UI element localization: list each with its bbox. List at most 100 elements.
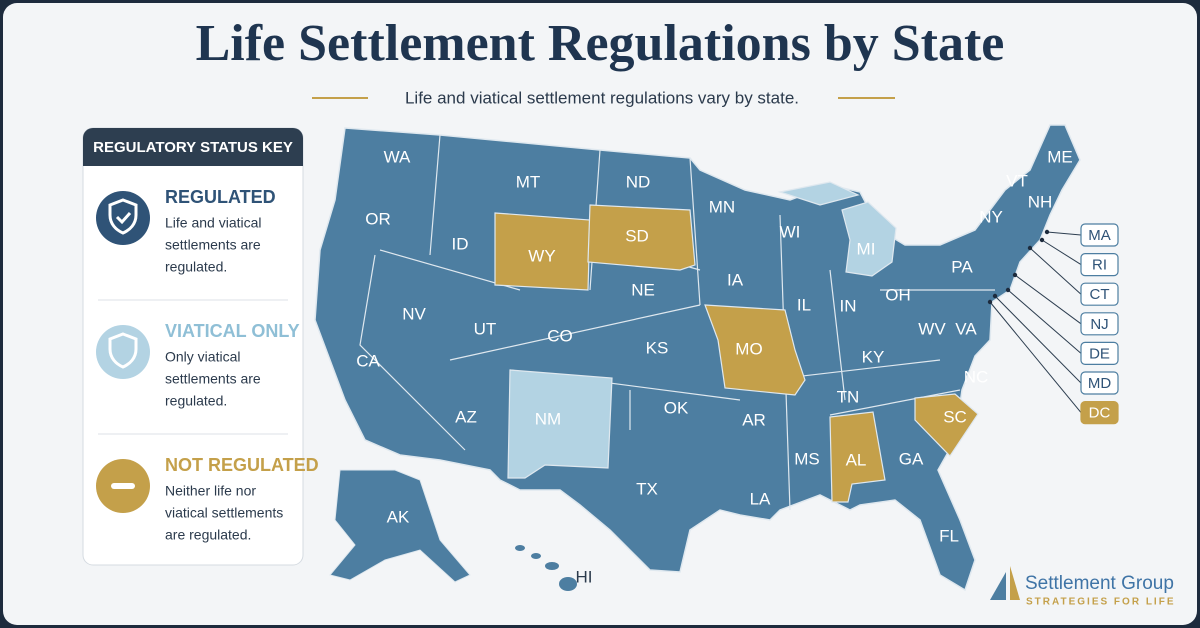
state-label: ID xyxy=(452,234,469,253)
state-label: UT xyxy=(474,319,497,338)
state-label: AR xyxy=(742,410,766,429)
callout-label: MA xyxy=(1088,227,1111,244)
state-label: MS xyxy=(794,449,820,468)
callout-dot xyxy=(992,293,998,299)
state-label: VA xyxy=(955,319,977,338)
legend-icon-shield xyxy=(108,332,138,369)
callout-box xyxy=(1080,223,1119,247)
state-label: NE xyxy=(631,280,655,299)
logo-tagline: STRATEGIES FOR LIFE xyxy=(1026,597,1175,608)
legend-description: viatical settlements xyxy=(165,505,283,521)
state-label: MT xyxy=(516,172,541,191)
state-label: ME xyxy=(1047,147,1073,166)
legend-description: Only viatical xyxy=(165,349,240,365)
state-label: SD xyxy=(625,226,649,245)
state-shape xyxy=(494,212,591,291)
state-label: GA xyxy=(899,449,924,468)
state-label: TN xyxy=(837,387,860,406)
state-label: KY xyxy=(862,347,885,366)
legend-description: regulated. xyxy=(165,259,227,275)
legend-header xyxy=(83,128,303,166)
legend-icon-minus xyxy=(111,483,135,489)
state-shape xyxy=(587,204,696,271)
callout-dot xyxy=(987,299,993,305)
title: Life Settlement Regulations by State xyxy=(196,15,1005,72)
state-label: WY xyxy=(528,246,555,265)
state-shape xyxy=(507,369,613,479)
hawaii-shape xyxy=(545,562,559,570)
callout-dot xyxy=(1027,245,1033,251)
state-label: WA xyxy=(384,147,411,166)
callout-line xyxy=(989,301,1082,413)
legend: REGULATED Life and viatical settlements ar… xyxy=(96,187,319,543)
callout-dot xyxy=(1044,229,1050,235)
state-label: AK xyxy=(387,507,410,526)
callout-label: CT xyxy=(1090,286,1110,303)
state-label: IN xyxy=(840,296,857,315)
state-label: SC xyxy=(943,407,967,426)
state-label: CA xyxy=(356,351,380,370)
state-label: TX xyxy=(636,479,658,498)
callout-line xyxy=(1029,247,1082,295)
logo-name: Settlement Group xyxy=(1025,573,1174,594)
callout-label: RI xyxy=(1092,257,1107,274)
legend-label: NOT REGULATED xyxy=(165,455,319,475)
state-label: NC xyxy=(964,367,989,386)
legend-label: REGULATED xyxy=(165,187,276,207)
legend-description: regulated. xyxy=(165,393,227,409)
callout-line xyxy=(1046,231,1082,236)
state-label: NY xyxy=(979,207,1003,226)
state-label: IA xyxy=(727,270,744,289)
state-label: WV xyxy=(918,319,946,338)
legend-description: settlements are xyxy=(165,237,261,253)
state-label: LA xyxy=(750,489,771,508)
state-label: NH xyxy=(1028,192,1053,211)
callout-dot xyxy=(1005,287,1011,293)
legend-icon-check xyxy=(115,212,132,225)
callout-label: DC xyxy=(1089,405,1111,422)
callouts: MA RI CT NJ DE MD DC xyxy=(987,223,1119,425)
callout-line xyxy=(1014,274,1082,325)
state-shape xyxy=(914,393,979,457)
state-label: HI xyxy=(576,567,593,586)
state-shape xyxy=(777,181,897,277)
state-label: PA xyxy=(951,257,973,276)
callout-line xyxy=(1041,239,1082,266)
alaska-shape xyxy=(329,469,471,583)
legend-description: Neither life nor xyxy=(165,483,256,499)
state-label: CO xyxy=(547,326,573,345)
logo-icon xyxy=(990,572,1006,600)
state-label: OK xyxy=(664,398,689,417)
logo-icon xyxy=(1010,566,1020,600)
map: WA OR CA NV ID MT WY UT CO AZ NM ND SD NE KS OK TX MN IA MO… xyxy=(314,124,1081,592)
state-label: WI xyxy=(780,222,801,241)
state-label: OR xyxy=(365,209,391,228)
state-label: MI xyxy=(857,239,876,258)
state-label: NM xyxy=(535,409,561,428)
callout-line xyxy=(1007,289,1082,354)
state-label: ND xyxy=(626,172,651,191)
state-label: IL xyxy=(797,295,811,314)
state-label: MO xyxy=(735,339,762,358)
legend-description: Life and viatical xyxy=(165,215,262,231)
hawaii-shape xyxy=(559,577,577,591)
legend-title: REGULATORY STATUS KEY xyxy=(93,139,293,156)
callout-label: NJ xyxy=(1090,316,1108,333)
callout-box xyxy=(1080,401,1119,425)
state-label: MN xyxy=(709,197,735,216)
state-label: NV xyxy=(402,304,426,323)
state-shape xyxy=(704,304,806,396)
callout-label: MD xyxy=(1088,375,1111,392)
callout-box xyxy=(1080,341,1119,365)
state-label: FL xyxy=(939,526,959,545)
legend-description: settlements are xyxy=(165,371,261,387)
state-label: OH xyxy=(885,285,911,304)
callout-box xyxy=(1080,282,1119,306)
callout-box xyxy=(1080,371,1119,395)
callout-box xyxy=(1080,312,1119,336)
state-label: VT xyxy=(1006,171,1028,190)
state-label: KS xyxy=(646,338,669,357)
state-shape xyxy=(829,411,886,503)
